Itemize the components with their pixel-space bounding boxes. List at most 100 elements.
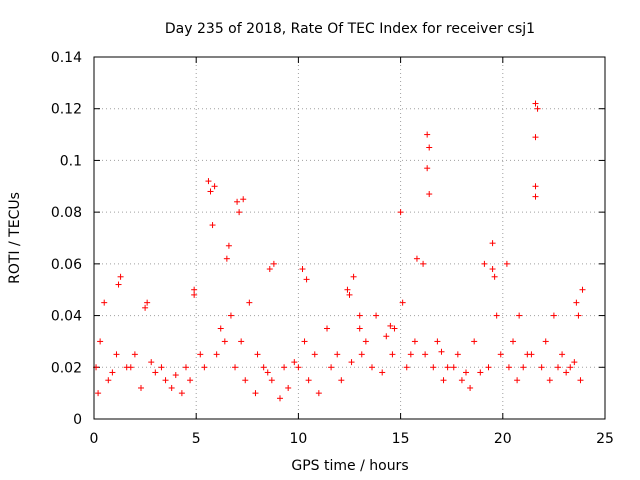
data-point [148,359,155,366]
data-point [532,193,539,200]
data-point [575,312,582,319]
data-point [424,165,431,172]
y-tick-label: 0.12 [51,102,82,118]
data-point [516,312,523,319]
data-point [97,338,104,345]
y-tick-label: 0.02 [51,360,82,376]
data-point [493,312,500,319]
data-point [197,351,204,358]
data-point [505,364,512,371]
x-tick-label: 5 [192,431,201,447]
data-point [115,281,122,288]
data-point [579,286,586,293]
data-point [205,178,212,185]
data-point [450,364,457,371]
data-point [546,377,553,384]
data-point [221,338,228,345]
data-point [528,351,535,358]
data-point [458,377,465,384]
data-point [577,377,584,384]
data-point [211,183,218,190]
data-point [368,364,375,371]
data-point [554,364,561,371]
x-tick-label: 25 [596,431,614,447]
data-point [285,384,292,391]
data-point [227,312,234,319]
data-point [191,286,198,293]
data-point [563,369,570,376]
data-point [315,390,322,397]
data-point [538,364,545,371]
data-point [542,338,549,345]
data-point [387,322,394,329]
data-point [254,351,261,358]
data-point [350,273,357,280]
data-point [362,338,369,345]
data-point [144,299,151,306]
data-point [223,255,230,262]
data-point [389,351,396,358]
data-point [281,364,288,371]
data-point [550,312,557,319]
data-point [101,299,108,306]
data-point [172,372,179,379]
data-point [252,390,259,397]
data-point [291,359,298,366]
data-point [209,222,216,229]
y-tick-label: 0.14 [51,50,82,66]
data-point [420,260,427,267]
data-point [573,299,580,306]
data-point [489,266,496,273]
data-point [532,183,539,190]
y-tick-label: 0.08 [51,205,82,221]
data-point [305,377,312,384]
data-point [191,291,198,298]
data-point [236,209,243,216]
data-point [440,377,447,384]
data-point [158,364,165,371]
data-point [234,198,241,205]
data-point [348,359,355,366]
data-point [391,325,398,332]
y-tick-label: 0.1 [60,153,82,169]
data-point [225,242,232,249]
data-point [232,364,239,371]
data-point [303,276,310,283]
data-point [571,359,578,366]
data-point [207,188,214,195]
y-tick-label: 0.04 [51,309,82,325]
data-point [373,312,380,319]
data-point [264,369,271,376]
data-point [467,384,474,391]
data-point [295,364,302,371]
data-point [268,377,275,384]
data-point [379,369,386,376]
data-point [532,100,539,107]
data-point [178,390,185,397]
data-point [471,338,478,345]
data-point [152,369,159,376]
x-tick-label: 10 [289,431,307,447]
data-point [399,299,406,306]
y-axis-label: ROTI / TECUs [7,192,23,284]
data-point [422,351,429,358]
data-point [477,369,484,376]
x-axis-label: GPS time / hours [291,458,408,474]
data-point [311,351,318,358]
data-point [299,266,306,273]
data-point [426,144,433,151]
data-point [481,260,488,267]
data-point [397,209,404,216]
data-point [182,364,189,371]
data-point [187,377,194,384]
data-point [434,338,441,345]
data-point [213,351,220,358]
data-point [344,286,351,293]
data-point [113,351,120,358]
data-point [413,255,420,262]
data-point [403,364,410,371]
data-point [138,384,145,391]
y-tick-label: 0 [73,412,82,428]
data-point [334,351,341,358]
